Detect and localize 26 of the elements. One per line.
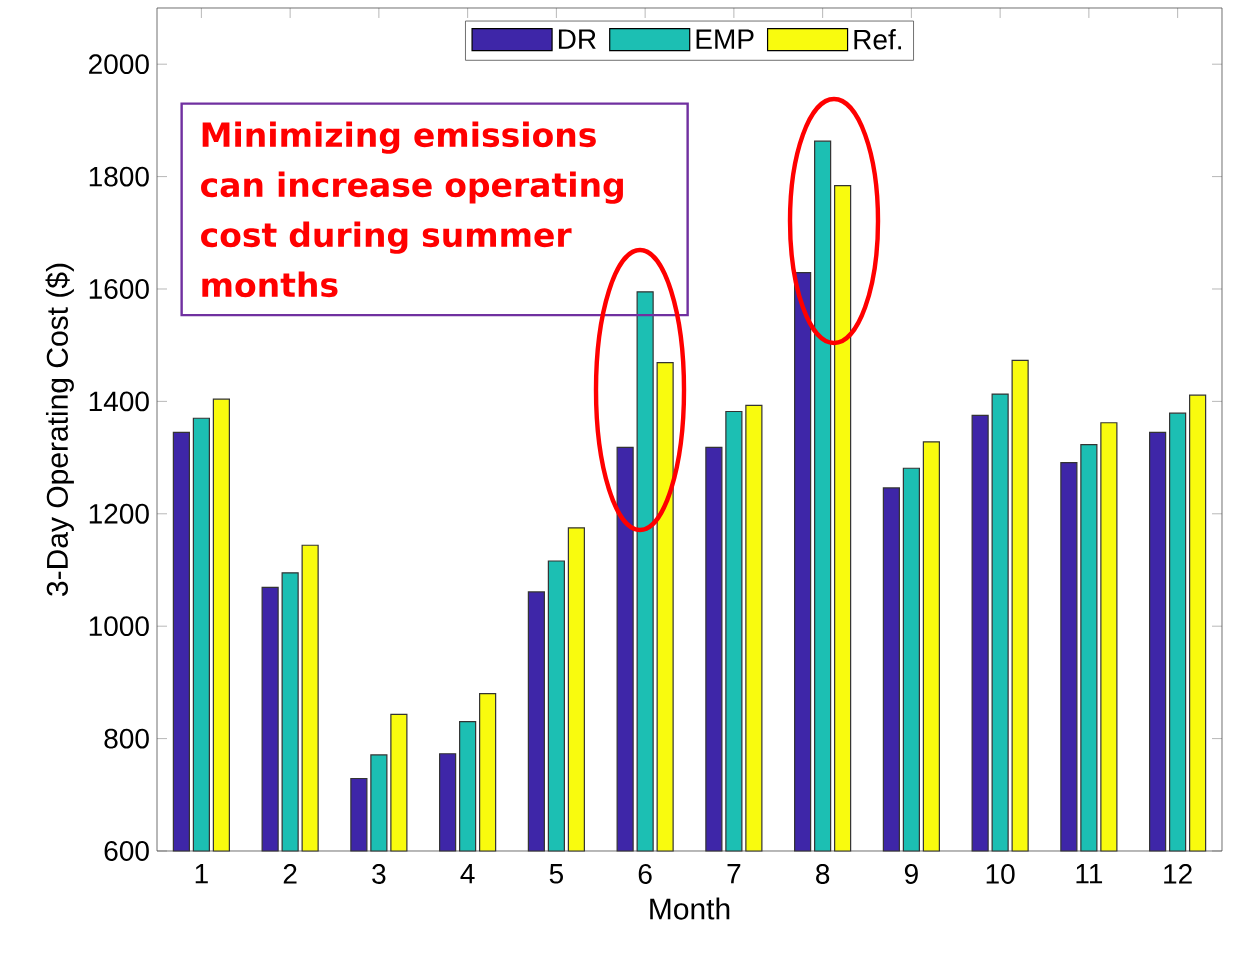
x-tick-label: 4	[460, 864, 475, 884]
x-tick-label: 8	[816, 864, 830, 884]
x-tick-label: 12	[1164, 864, 1192, 884]
legend-label: Ref.	[854, 29, 901, 50]
x-axis-title: Month	[650, 897, 730, 920]
y-tick-label: 800	[104, 728, 149, 749]
x-tick-label: 9	[904, 864, 918, 884]
legend-label: DR	[558, 29, 596, 49]
y-axis-title: 3-Day Operating Cost ($)	[45, 263, 74, 596]
x-tick-label: 3	[372, 864, 386, 884]
x-tick-label: 7	[727, 864, 741, 884]
y-tick-label: 1000	[89, 616, 149, 637]
x-tick-label: 5	[549, 864, 563, 884]
x-tick-label: 11	[1076, 864, 1103, 884]
annotation: Minimizing emissions can increase operating cost during summer months	[201, 121, 623, 298]
x-tick-label: 2	[283, 864, 297, 884]
x-tick-label: 6	[638, 864, 652, 884]
y-tick-label: 1600	[89, 279, 149, 299]
y-tick-label: 2000	[89, 54, 149, 75]
y-tick-label: 600	[104, 841, 149, 861]
y-tick-label: 1400	[89, 391, 149, 412]
y-tick-label: 1800	[89, 166, 149, 187]
x-tick-label: 1	[195, 864, 208, 884]
legend-label: EMP	[696, 29, 754, 49]
y-tick-label: 1200	[89, 503, 149, 524]
x-tick-label: 10	[986, 864, 1015, 884]
